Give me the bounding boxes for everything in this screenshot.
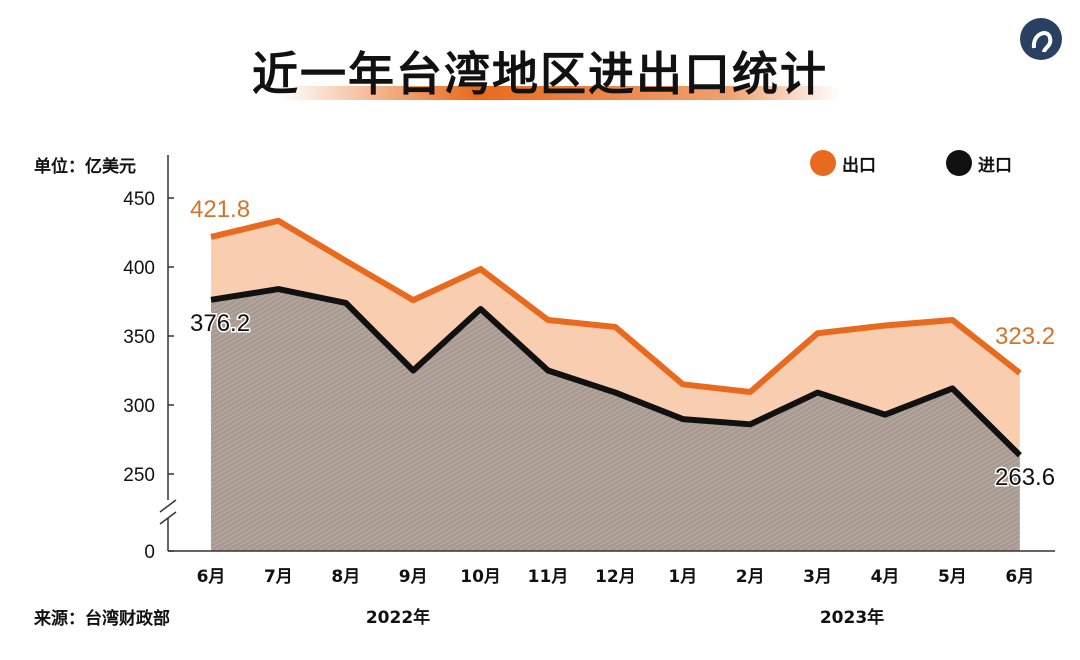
y-tick-label: 350 — [123, 327, 155, 348]
y-tick-label: 450 — [123, 189, 155, 210]
data-label-import-last: 263.6 — [995, 464, 1055, 491]
year-label: 2022年 — [366, 607, 430, 628]
x-tick-label: 5月 — [938, 567, 967, 587]
x-tick-label: 10月 — [460, 567, 501, 587]
legend-export-label: 出口 — [842, 155, 876, 176]
y-tick-label: 250 — [123, 465, 155, 486]
axis-break-mark — [159, 499, 177, 513]
x-tick-label: 12月 — [595, 567, 636, 587]
x-tick-label: 8月 — [331, 567, 360, 587]
logo-mark-icon — [1031, 31, 1053, 53]
unit-label: 单位：亿美元 — [34, 157, 136, 177]
y-tick-label: 300 — [123, 396, 155, 417]
x-tick-label: 1月 — [668, 567, 697, 587]
import-line — [210, 286, 1022, 458]
logo-icon — [1020, 18, 1062, 60]
legend-import: 进口 — [946, 150, 1012, 176]
data-label-export-first: 421.8 — [190, 196, 250, 223]
year-label: 2023年 — [820, 607, 884, 628]
x-tick-label: 4月 — [871, 567, 900, 587]
x-tick-label: 9月 — [399, 567, 428, 587]
title-underline — [280, 86, 840, 100]
x-tick-label: 11月 — [528, 567, 569, 587]
x-tick-label: 6月 — [1005, 567, 1034, 587]
x-tick-label: 7月 — [264, 567, 293, 587]
import-area — [211, 289, 1020, 551]
x-tick-label: 3月 — [803, 567, 832, 587]
legend-import-label: 进口 — [978, 155, 1012, 176]
legend-export-swatch — [810, 150, 836, 176]
x-tick-label: 6月 — [197, 567, 226, 587]
legend-import-swatch — [946, 150, 972, 176]
axis-break-mark — [159, 511, 177, 525]
data-label-import-first: 376.2 — [190, 310, 250, 337]
data-label-export-last: 323.2 — [995, 323, 1055, 350]
chart-title: 近一年台湾地区进出口统计 — [252, 47, 828, 101]
x-tick-label: 2月 — [736, 567, 765, 587]
y-tick-label: 400 — [123, 258, 155, 279]
export-line — [210, 217, 1022, 396]
source-label: 来源：台湾财政部 — [34, 609, 170, 629]
legend-export: 出口 — [810, 150, 876, 176]
y-tick-label: 0 — [144, 542, 155, 563]
